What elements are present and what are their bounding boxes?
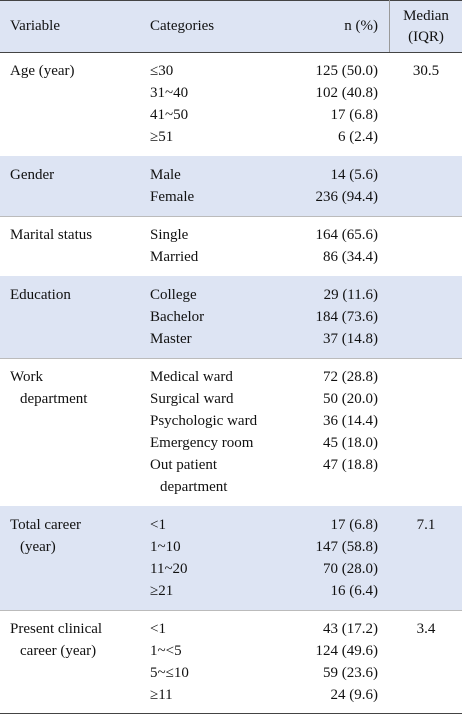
n-percent: 236 (94.4) [315,189,379,205]
category: Male [150,167,181,183]
n-percent: 70 (28.0) [323,561,378,577]
variable: Gender [10,167,55,183]
header-divider [389,0,390,52]
n-percent: 17 (6.8) [330,107,379,123]
n-percent: 59 (23.6) [323,665,378,681]
median: 30.5 [412,63,440,79]
category: 1~<5 [150,643,182,659]
variable: career (year) [20,643,97,659]
n-percent: 124 (49.6) [315,643,379,659]
group-band [0,506,462,610]
group-rule [0,216,462,217]
header-categories: Categories [150,18,215,34]
variable: Marital status [10,227,93,243]
category: 5~≤10 [150,665,189,681]
group-band [0,276,462,358]
header-median: (IQR) [408,29,444,45]
variable: department [20,391,88,407]
n-percent: 164 (65.6) [315,227,379,243]
n-percent: 50 (20.0) [323,391,378,407]
category: Female [150,189,195,205]
variable: Age (year) [10,63,75,79]
header-rule [0,52,462,53]
category: Medical ward [150,369,233,385]
variable: Present clinical [10,621,103,637]
header-variable: Variable [10,18,60,34]
variable: (year) [20,539,56,555]
category: Bachelor [150,309,205,325]
n-percent: 17 (6.8) [330,517,379,533]
category: Psychologic ward [150,413,258,429]
header-n: n (%) [344,18,378,34]
category: ≥51 [150,129,174,145]
n-percent: 102 (40.8) [315,85,379,101]
n-percent: 16 (6.4) [330,583,379,599]
variable: Work [10,369,43,385]
variable: Total career [10,517,81,533]
median: 7.1 [416,517,436,533]
n-percent: 37 (14.8) [323,331,378,347]
n-percent: 29 (11.6) [323,287,378,303]
n-percent: 184 (73.6) [315,309,379,325]
category: 1~10 [150,539,181,555]
category: <1 [150,621,166,637]
n-percent: 47 (18.8) [323,457,378,473]
header-band [0,0,462,52]
category: Master [150,331,192,347]
category: <1 [150,517,166,533]
category: Single [150,227,189,243]
n-percent: 147 (58.8) [315,539,379,555]
variable: Education [10,287,71,303]
n-percent: 86 (34.4) [323,249,378,265]
n-percent: 36 (14.4) [323,413,378,429]
group-rule [0,358,462,359]
category: Out patient [150,457,218,473]
n-percent: 45 (18.0) [323,435,378,451]
category: ≤30 [150,63,174,79]
header-top-rule [0,0,462,1]
category: Married [150,249,199,265]
median: 3.4 [416,621,436,637]
category: Surgical ward [150,391,234,407]
group-rule [0,610,462,611]
group-band [0,156,462,216]
category: College [150,287,197,303]
category: 41~50 [150,107,189,123]
n-percent: 125 (50.0) [315,63,379,79]
header-median: Median [403,8,449,24]
n-percent: 6 (2.4) [338,129,378,145]
n-percent: 72 (28.8) [323,369,378,385]
n-percent: 24 (9.6) [330,687,379,703]
category: ≥21 [150,583,174,599]
category: 31~40 [150,85,189,101]
category: department [160,479,228,495]
n-percent: 14 (5.6) [330,167,379,183]
category: ≥11 [150,687,173,703]
category: 11~20 [150,561,188,577]
n-percent: 43 (17.2) [323,621,378,637]
category: Emergency room [150,435,254,451]
